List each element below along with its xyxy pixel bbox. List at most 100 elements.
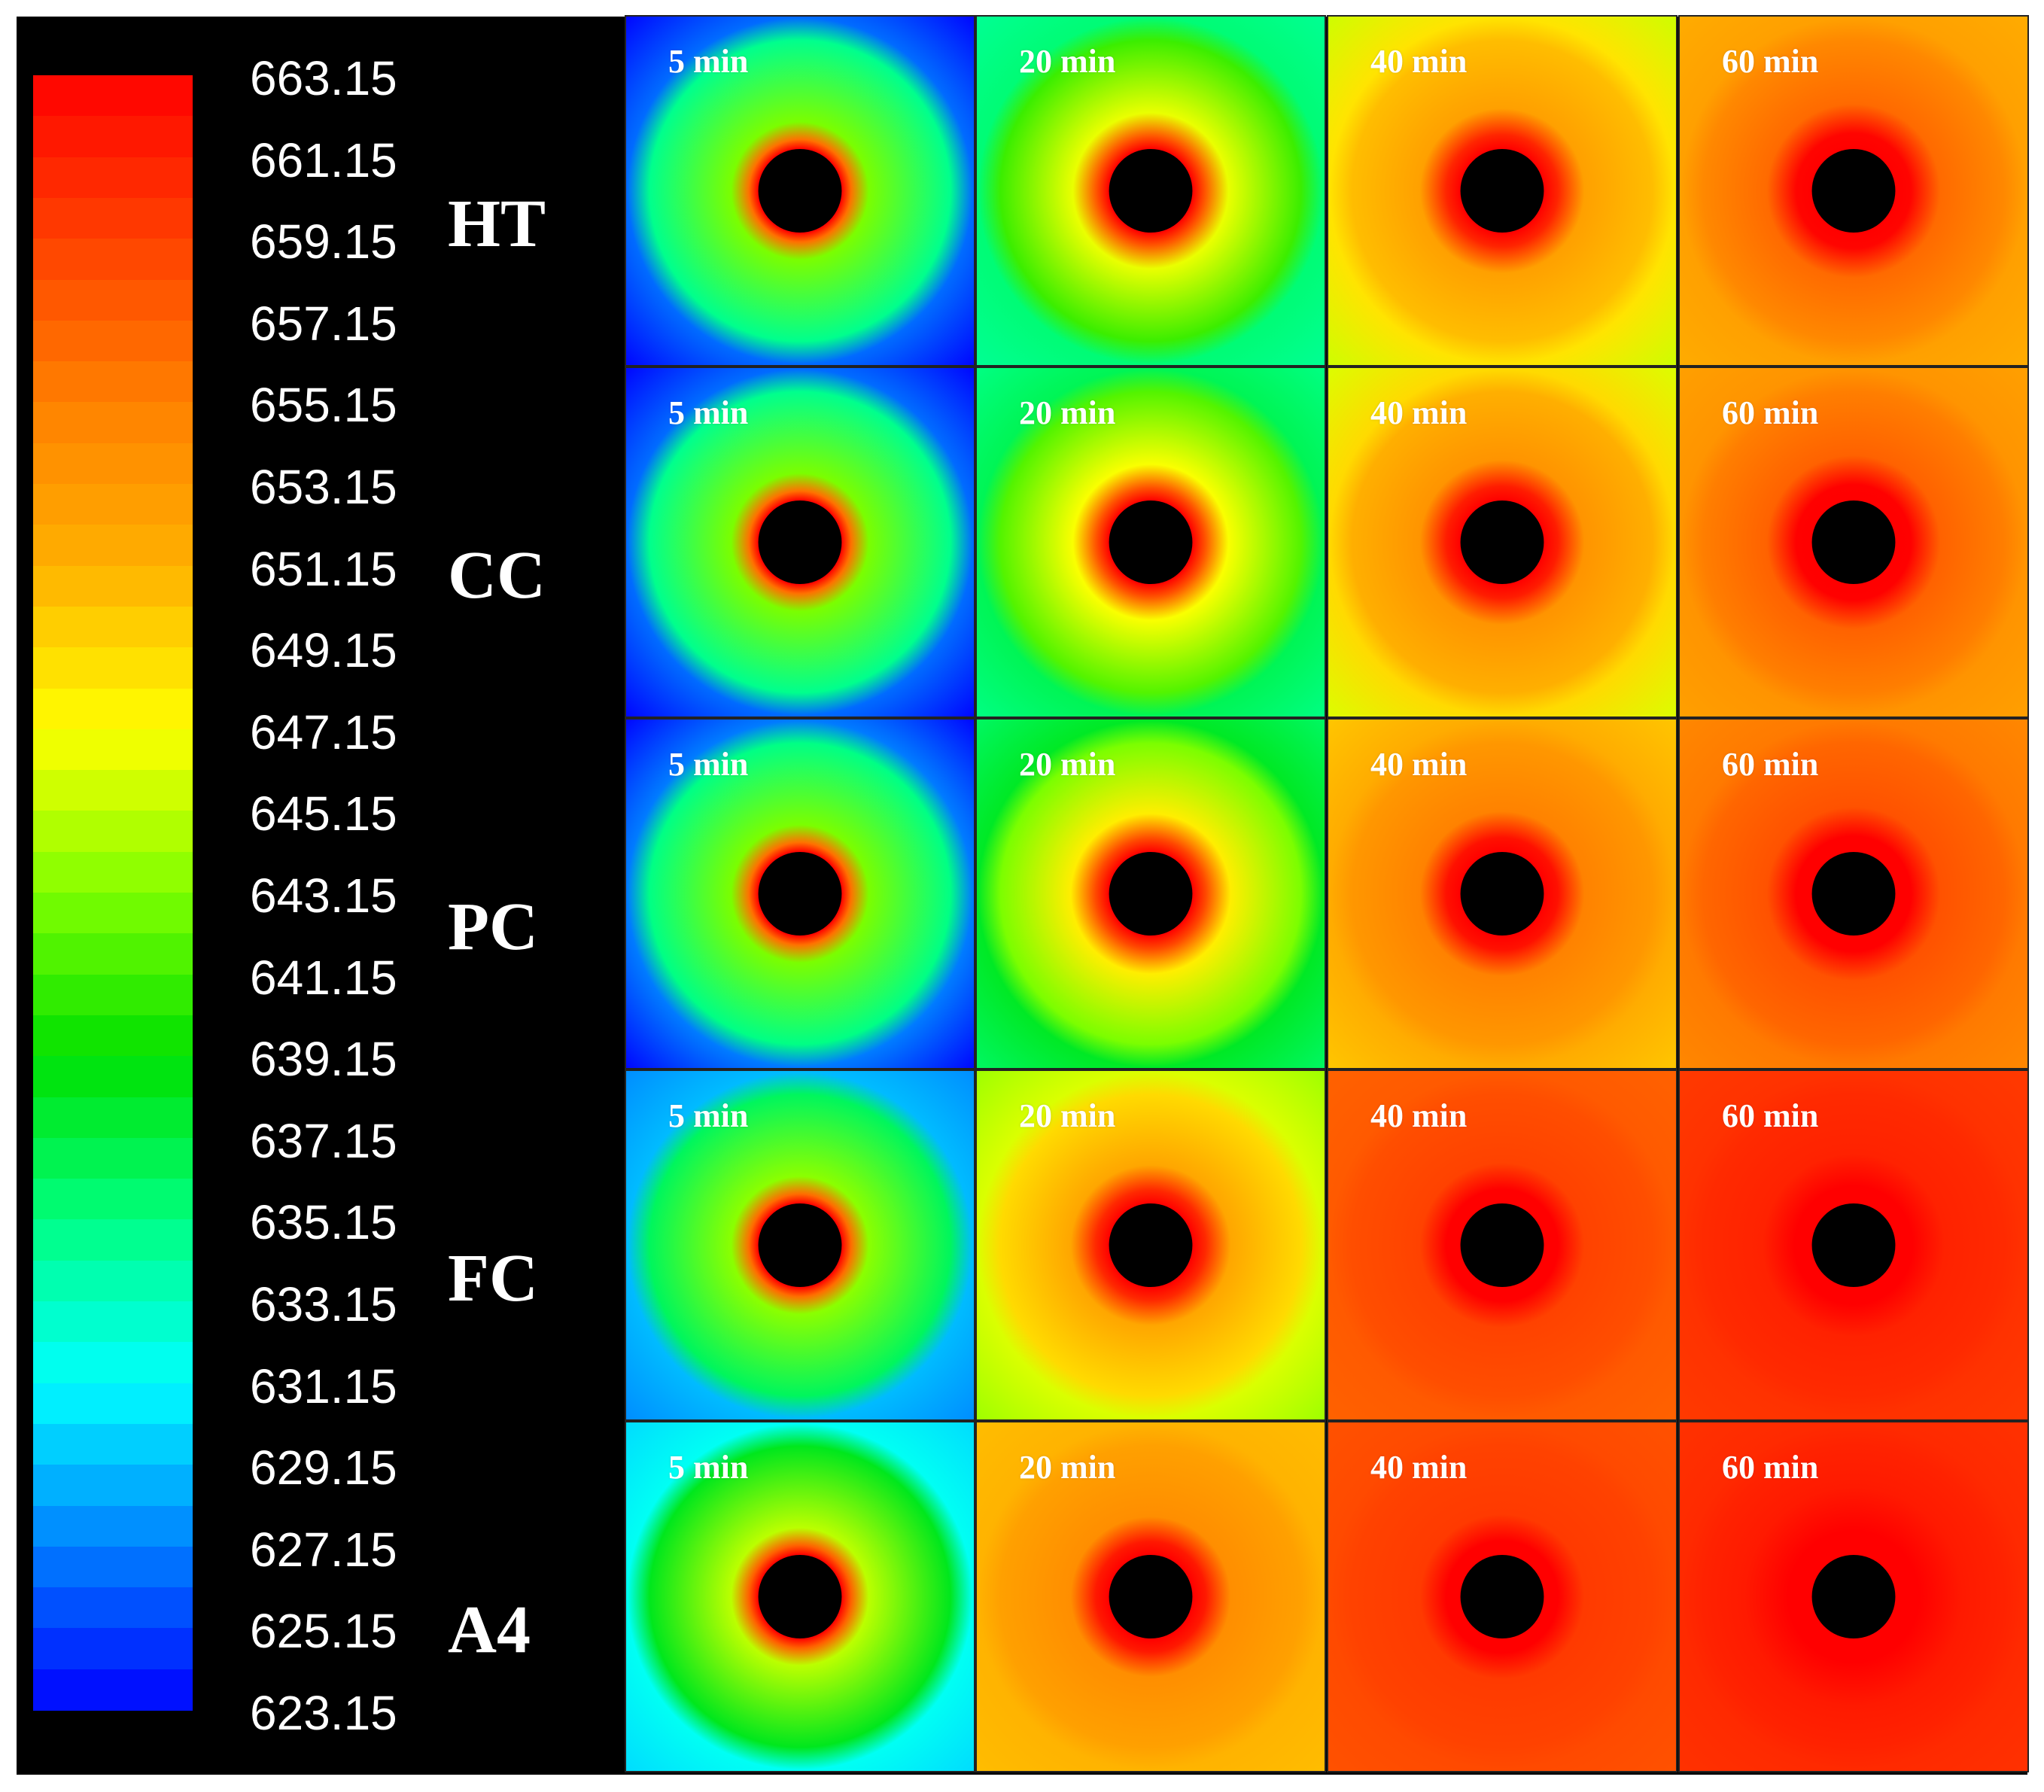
contour-panel-a4-5min: 5 min (625, 1421, 975, 1772)
contour-field (977, 1422, 1325, 1771)
heater-core (1460, 148, 1544, 233)
colorbar-band (33, 402, 193, 444)
colorbar-tick-label: 637.15 (250, 1113, 397, 1168)
row-label-a4: A4 (448, 1592, 531, 1667)
colorbar-band (33, 279, 193, 321)
heater-core (758, 1554, 842, 1639)
contour-grid: 5 min 20 min 40 min 60 min 5 min 20 min 40 min… (625, 15, 2029, 1775)
colorbar-band (33, 1260, 193, 1302)
panel-time-label: 20 min (1019, 1097, 1116, 1134)
contour-field (1328, 720, 1676, 1068)
contour-panel-cc-5min: 5 min (625, 367, 975, 718)
contour-panel-a4-20min: 20 min (975, 1421, 1326, 1772)
colorbar-band (33, 1423, 193, 1465)
row-label-cc: CC (448, 537, 546, 613)
colorbar-band (33, 1342, 193, 1384)
colorbar-tick-label: 653.15 (250, 460, 397, 514)
heater-core (1460, 1554, 1544, 1639)
row-label-pc: PC (448, 889, 538, 964)
colorbar-tick-label: 631.15 (250, 1358, 397, 1413)
contour-field (1680, 1422, 2027, 1771)
colorbar-tick-label: 655.15 (250, 378, 397, 433)
heater-core (1109, 1203, 1193, 1288)
colorbar-band (33, 157, 193, 199)
colorbar-band (33, 1015, 193, 1057)
panel-time-label: 60 min (1722, 394, 1819, 431)
colorbar-band (33, 606, 193, 648)
colorbar-band (33, 1097, 193, 1139)
contour-panel-ht-60min: 60 min (1678, 15, 2029, 367)
panel-time-label: 20 min (1019, 394, 1116, 431)
colorbar-band (33, 1383, 193, 1425)
colorbar-band (33, 1587, 193, 1629)
colorbar-band (33, 1505, 193, 1547)
colorbar-tick-label: 635.15 (250, 1195, 397, 1250)
row-label-fc: FC (448, 1240, 538, 1316)
contour-field (1328, 17, 1676, 365)
contour-field (977, 368, 1325, 716)
heater-core (758, 1203, 842, 1288)
colorbar-band (33, 811, 193, 853)
colorbar-band (33, 974, 193, 1016)
contour-panel-ht-40min: 40 min (1327, 15, 1677, 367)
contour-panel-fc-40min: 40 min (1327, 1069, 1677, 1421)
panel-time-label: 60 min (1722, 1097, 1819, 1134)
colorbar-tick-label: 651.15 (250, 541, 397, 596)
contour-panel-cc-40min: 40 min (1327, 367, 1677, 718)
contour-panel-a4-40min: 40 min (1327, 1421, 1677, 1772)
panel-time-label: 40 min (1370, 1097, 1468, 1134)
row-label-ht: HT (448, 186, 546, 261)
contour-field (626, 1071, 974, 1419)
colorbar-band (33, 770, 193, 811)
colorbar-band (33, 1219, 193, 1261)
panel-time-label: 60 min (1722, 746, 1819, 783)
colorbar-band (33, 1137, 193, 1179)
panel-time-label: 5 min (668, 43, 749, 80)
colorbar-tick-label: 627.15 (250, 1522, 397, 1577)
colorbar-band (33, 933, 193, 975)
panel-time-label: 20 min (1019, 746, 1116, 783)
colorbar-band (33, 116, 193, 158)
panel-time-label: 40 min (1370, 1449, 1468, 1486)
contour-field (1328, 1071, 1676, 1419)
contour-field (977, 720, 1325, 1068)
contour-panel-ht-5min: 5 min (625, 15, 975, 367)
colorbar-band (33, 893, 193, 934)
contour-panel-fc-5min: 5 min (625, 1069, 975, 1421)
colorbar-tick-label: 641.15 (250, 950, 397, 1005)
colorbar-band (33, 239, 193, 281)
colorbar-tick-label: 643.15 (250, 869, 397, 923)
heater-core (1811, 148, 1896, 233)
panel-time-label: 40 min (1370, 43, 1468, 80)
colorbar-tick-label: 649.15 (250, 623, 397, 678)
panel-time-label: 60 min (1722, 1449, 1819, 1486)
colorbar-tick-label: 645.15 (250, 786, 397, 841)
contour-panel-cc-20min: 20 min (975, 367, 1326, 718)
heater-core (1109, 1554, 1193, 1639)
panel-time-label: 20 min (1019, 43, 1116, 80)
panel-time-label: 40 min (1370, 746, 1468, 783)
colorbar-tick-label: 663.15 (250, 51, 397, 105)
colorbar-tick-label: 625.15 (250, 1604, 397, 1659)
heater-core (1460, 500, 1544, 585)
contour-field (977, 1071, 1325, 1419)
colorbar-band (33, 484, 193, 525)
panel-time-label: 5 min (668, 1449, 749, 1486)
heater-core (1811, 1203, 1896, 1288)
colorbar-band (33, 320, 193, 362)
colorbar-tick-label: 639.15 (250, 1032, 397, 1087)
panel-time-label: 5 min (668, 746, 749, 783)
contour-panel-a4-60min: 60 min (1678, 1421, 2029, 1772)
contour-panel-fc-60min: 60 min (1678, 1069, 2029, 1421)
heater-core (758, 500, 842, 585)
colorbar (33, 75, 193, 1711)
panel-time-label: 60 min (1722, 43, 1819, 80)
contour-field (626, 720, 974, 1068)
contour-field (1680, 720, 2027, 1068)
colorbar-band (33, 1465, 193, 1507)
colorbar-band (33, 443, 193, 485)
colorbar-band (33, 75, 193, 117)
colorbar-band (33, 1669, 193, 1711)
contour-field (1328, 1422, 1676, 1771)
figure: 663.15 661.15 659.15 657.15 655.15 653.15 651.… (17, 15, 2029, 1775)
